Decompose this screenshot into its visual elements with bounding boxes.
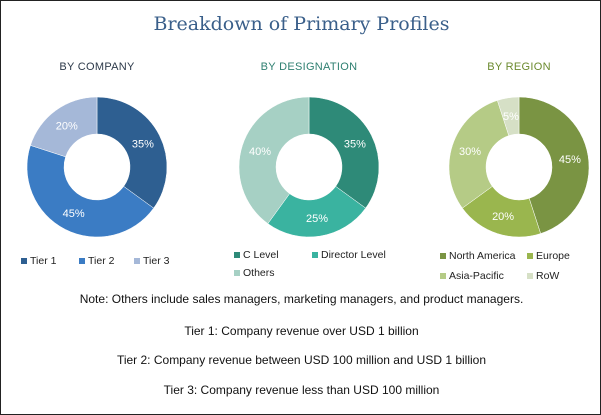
- slice-data-label: 40%: [249, 146, 271, 158]
- donut-slice-director-level: [267, 186, 366, 238]
- note-others: Note: Others include sales managers, mar…: [79, 292, 524, 306]
- donut-slice-c-level: [308, 96, 380, 209]
- subchart-title: BY REGION: [487, 61, 551, 73]
- donut-slice-tier-3: [30, 96, 98, 158]
- donut-slice-tier-2: [26, 145, 154, 238]
- note-tier1: Tier 1: Company revenue over USD 1 billi…: [184, 324, 419, 338]
- legend-item: C Level: [234, 249, 279, 261]
- legend-label: Director Level: [321, 249, 386, 261]
- note-tier2: Tier 2: Company revenue between USD 100 …: [116, 353, 487, 367]
- donut-slice-north-america: [518, 96, 590, 234]
- slice-data-label: 25%: [306, 213, 328, 225]
- slice-data-label: 30%: [459, 146, 481, 158]
- slice-data-label: 20%: [56, 120, 78, 132]
- legend-label: Asia-Pacific: [449, 270, 504, 282]
- donut-chart: 35% 45% 20%: [26, 96, 168, 238]
- note-tier3: Tier 3: Company revenue less than USD 10…: [163, 383, 440, 397]
- legend-swatch: [527, 273, 533, 280]
- legend-swatch: [234, 270, 240, 277]
- legend-swatch: [134, 258, 140, 265]
- legend-swatch: [21, 258, 27, 265]
- legend-item: Others: [234, 267, 275, 279]
- chart-title: Breakdown of Primary Profiles: [153, 13, 450, 35]
- legend-swatch: [79, 258, 85, 265]
- legend-label: Tier 1: [30, 255, 57, 267]
- legend-item: Director Level: [312, 249, 386, 261]
- slice-data-label: 35%: [344, 139, 366, 151]
- subchart-title: BY DESIGNATION: [260, 61, 358, 73]
- donut-slice-asia-pacific: [448, 100, 510, 209]
- legend-label: Europe: [536, 250, 570, 262]
- slice-data-label: 45%: [63, 208, 85, 220]
- legend-swatch: [527, 253, 533, 260]
- legend-label: Tier 3: [143, 255, 170, 267]
- slice-data-label: 5%: [503, 111, 519, 123]
- donut-slice-others: [238, 96, 310, 224]
- subchart-title: BY COMPANY: [59, 61, 135, 73]
- legend-swatch: [440, 253, 446, 260]
- legend-swatch: [234, 252, 240, 259]
- slice-data-label: 35%: [132, 139, 154, 151]
- donut-chart: 35% 25% 40%: [238, 96, 380, 238]
- legend-label: North America: [449, 250, 516, 262]
- slice-data-label: 45%: [559, 154, 581, 166]
- donut-slice-row: [497, 96, 520, 136]
- legend-swatch: [440, 273, 446, 280]
- legend-item: RoW: [527, 270, 559, 282]
- legend-label: Tier 2: [88, 255, 115, 267]
- slice-data-label: 20%: [492, 211, 514, 223]
- legend-swatch: [312, 252, 318, 259]
- legend-item: Tier 3: [134, 255, 169, 267]
- legend-item: Tier 1: [21, 255, 56, 267]
- legend-item: Asia-Pacific: [440, 270, 504, 282]
- donut-chart: 45% 20% 30% 5%: [448, 96, 590, 238]
- legend-item: Europe: [527, 250, 570, 262]
- donut-slice-tier-1: [96, 96, 168, 209]
- legend-label: C Level: [243, 249, 279, 261]
- legend-item: Tier 2: [79, 255, 114, 267]
- legend-item: North America: [440, 250, 516, 262]
- legend-label: Others: [243, 267, 275, 279]
- legend-label: RoW: [536, 270, 560, 282]
